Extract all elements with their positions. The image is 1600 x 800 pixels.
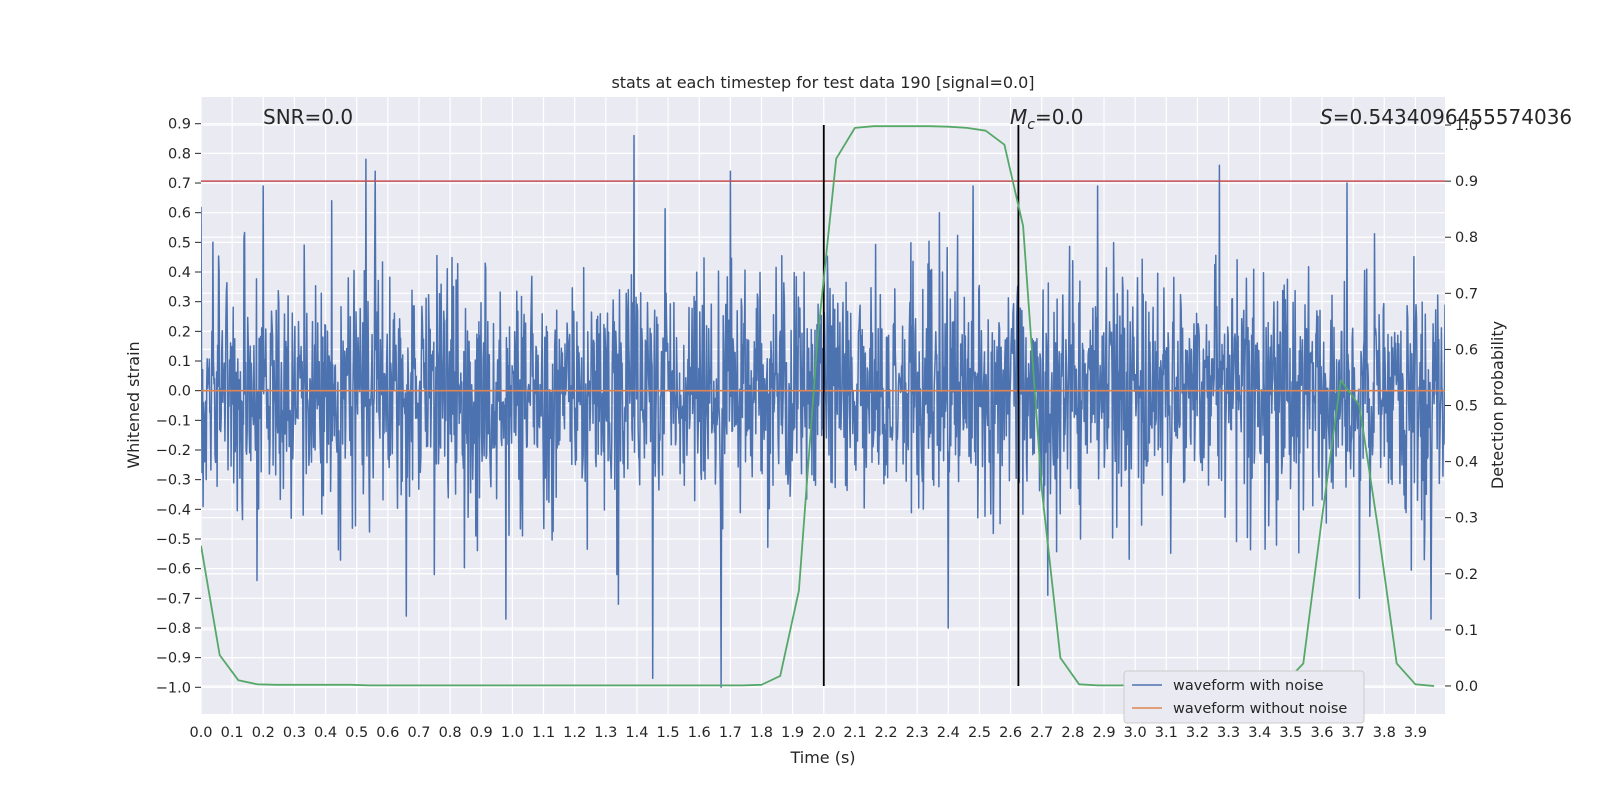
mc-subscript: c [1027,117,1035,133]
y2-axis-ticks: 1.0 0.9 0.8 0.7 0.6 0.5 0.4 0.3 0.2 0.1 0.0 [1445,118,1478,695]
legend: waveform with noise waveform without noi… [1123,670,1365,724]
x-tick-label: 2.5 [968,725,991,741]
y-axis-ticks: 0.9 0.8 0.7 0.6 0.5 0.4 0.3 0.2 0.1 0.0 −0.1 −0.2 −0… [156,117,201,696]
x-tick-label: 0.0 [189,725,212,741]
y-tick-label: −0.9 [156,651,191,667]
y-tick-label: 0.5 [168,235,191,251]
y2-tick-label: 0.0 [1455,679,1478,695]
x-tick-label: 1.2 [563,725,586,741]
x-tick-label: 1.8 [750,725,773,741]
x-tick-label: 2.6 [999,725,1022,741]
y-tick-label: 0.1 [168,354,191,370]
y-tick-label: −0.7 [156,591,191,607]
x-tick-label: 2.0 [812,725,835,741]
s-annotation: S=0.5434096455574036 [1320,105,1572,129]
legend-label-clean: waveform without noise [1173,701,1347,717]
y2-tick-label: 0.6 [1455,342,1478,358]
y2-tick-label: 1.0 [1455,118,1478,134]
x-tick-label: 0.7 [407,725,430,741]
x-tick-label: 1.5 [657,725,680,741]
x-tick-label: 1.6 [688,725,711,741]
y-tick-label: −0.2 [156,443,191,459]
x-tick-label: 3.3 [1217,725,1240,741]
y2-tick-label: 0.3 [1455,511,1478,527]
x-tick-label: 2.4 [937,725,960,741]
x-tick-label: 2.7 [1030,725,1053,741]
legend-box [1123,670,1365,724]
x-tick-label: 1.7 [719,725,742,741]
y-tick-label: 0.2 [168,324,191,340]
y2-tick-label: 0.8 [1455,230,1478,246]
x-tick-label: 3.8 [1373,725,1396,741]
x-axis-ticks: 0.0 0.1 0.2 0.3 0.4 0.5 0.6 0.7 0.8 0.9 1.0 1.1 1.2 1… [189,725,1426,741]
y2-tick-label: 0.5 [1455,399,1478,415]
x-tick-label: 3.7 [1342,725,1365,741]
y-tick-label: −0.3 [156,473,191,489]
x-tick-label: 1.4 [625,725,648,741]
x-tick-label: 2.1 [843,725,866,741]
y-tick-label: −0.8 [156,621,191,637]
x-tick-label: 2.2 [875,725,898,741]
y2-tick-label: 0.1 [1455,623,1478,639]
y-tick-label: −0.6 [156,562,191,578]
legend-label-noise: waveform with noise [1173,678,1324,694]
x-tick-label: 3.4 [1248,725,1271,741]
y2-tick-label: 0.4 [1455,455,1478,471]
y-tick-label: 0.6 [168,206,191,222]
x-tick-label: 1.1 [532,725,555,741]
x-axis-label: Time (s) [789,748,855,767]
x-tick-label: 3.1 [1155,725,1178,741]
y-tick-label: −0.4 [156,502,191,518]
mc-symbol: M [1010,105,1027,129]
y-tick-label: 0.7 [168,176,191,192]
x-tick-label: 3.6 [1310,725,1333,741]
y-tick-label: −1.0 [156,680,191,696]
y-axis-label: Whitened strain [124,341,143,468]
x-tick-label: 0.9 [470,725,493,741]
x-tick-label: 3.0 [1124,725,1147,741]
y2-tick-label: 0.9 [1455,174,1478,190]
x-tick-label: 2.8 [1061,725,1084,741]
x-tick-label: 1.9 [781,725,804,741]
mc-annotation: Mc=0.0 [1010,105,1084,133]
x-tick-label: 2.3 [906,725,929,741]
s-symbol: S [1320,105,1333,129]
y2-tick-label: 0.7 [1455,286,1478,302]
x-tick-label: 0.8 [439,725,462,741]
y2-tick-label: 0.2 [1455,567,1478,583]
y-tick-label: −0.5 [156,532,191,548]
x-tick-label: 0.2 [252,725,275,741]
mc-value: =0.0 [1035,105,1084,129]
x-tick-label: 0.3 [283,725,306,741]
y2-axis-label: Detection probability [1488,321,1507,489]
x-tick-label: 2.9 [1092,725,1115,741]
y-tick-label: 0.8 [168,146,191,162]
y-tick-label: 0.0 [168,384,191,400]
x-tick-label: 3.2 [1186,725,1209,741]
x-tick-label: 0.5 [345,725,368,741]
y-tick-label: 0.4 [168,265,191,281]
y-tick-label: 0.3 [168,295,191,311]
y-tick-label: 0.9 [168,117,191,133]
chart-title: stats at each timestep for test data 190… [611,73,1034,92]
x-tick-label: 1.3 [594,725,617,741]
x-tick-label: 3.5 [1279,725,1302,741]
x-tick-label: 1.0 [501,725,524,741]
x-tick-label: 0.1 [221,725,244,741]
x-tick-label: 0.6 [376,725,399,741]
x-tick-label: 0.4 [314,725,337,741]
snr-annotation: SNR=0.0 [263,105,353,129]
y-tick-label: −0.1 [156,413,191,429]
s-value: =0.5434096455574036 [1333,105,1572,129]
x-tick-label: 3.9 [1404,725,1427,741]
